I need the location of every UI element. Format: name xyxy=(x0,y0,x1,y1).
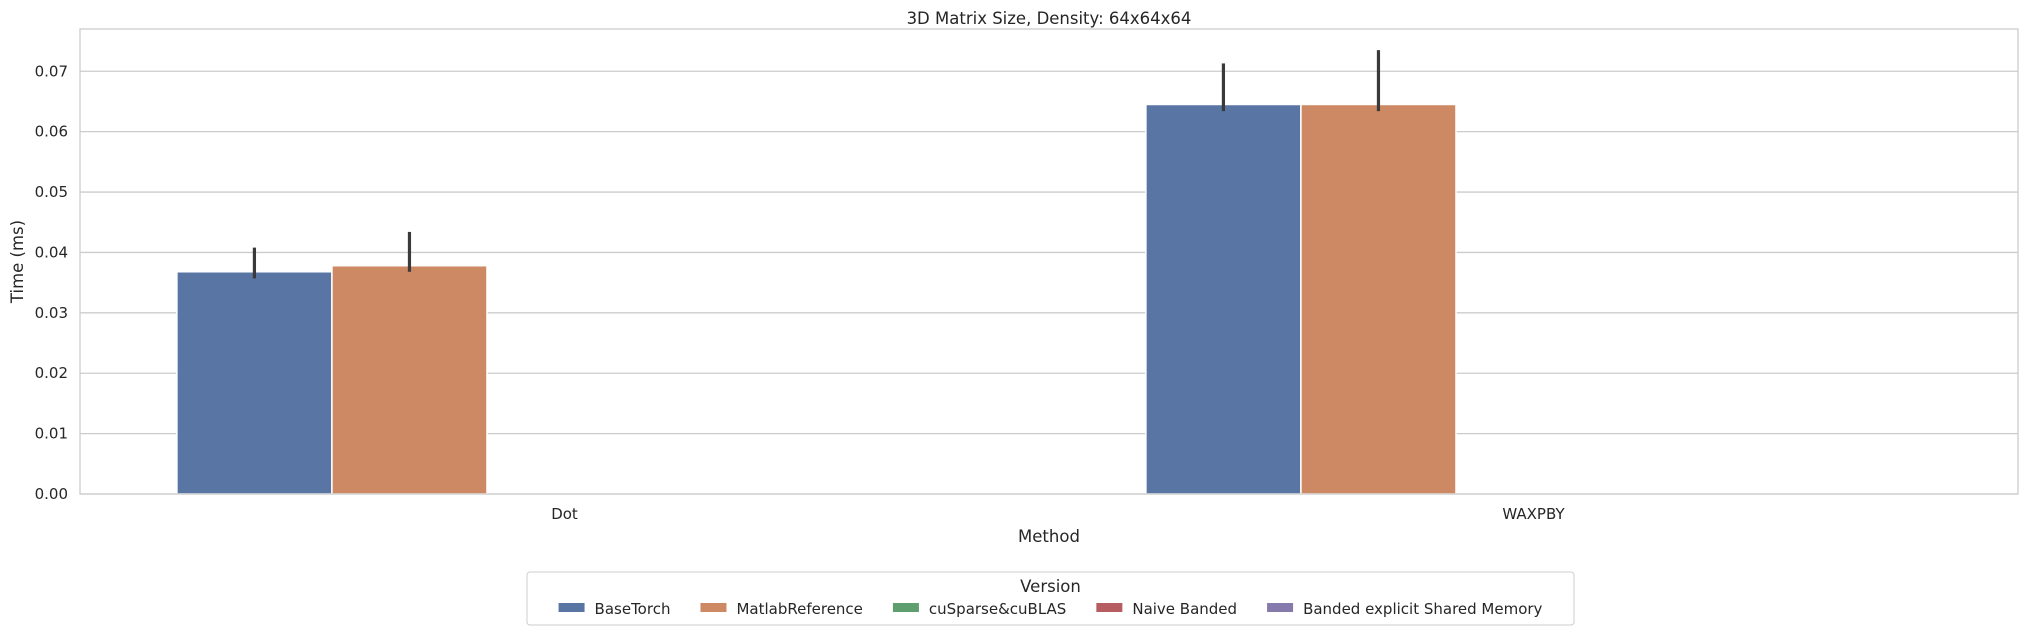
legend-label: Naive Banded xyxy=(1132,600,1237,618)
y-axis-title: Time (ms) xyxy=(8,220,27,304)
legend-box xyxy=(526,571,1575,626)
y-ticks: 0.00 0.01 0.02 0.03 0.04 0.05 0.06 0.07 xyxy=(35,62,68,503)
bar xyxy=(1145,103,1302,495)
y-tick-label: 0.05 xyxy=(35,183,68,201)
error-bars xyxy=(252,50,1381,279)
y-tick-label: 0.02 xyxy=(35,364,68,382)
bar xyxy=(331,264,488,495)
bar xyxy=(176,271,333,495)
x-ticks: Dot WAXPBY xyxy=(551,505,1565,523)
legend-label: Banded explicit Shared Memory xyxy=(1303,600,1542,618)
y-tick-label: 0.06 xyxy=(35,123,68,141)
legend-swatch xyxy=(1096,603,1123,612)
x-tick-label: WAXPBY xyxy=(1502,505,1565,523)
legend: Version BaseTorch MatlabReference cuSparse… xyxy=(526,571,1575,626)
y-tick-label: 0.07 xyxy=(35,62,68,80)
legend-label: MatlabReference xyxy=(736,600,862,618)
legend-swatch xyxy=(1267,603,1294,612)
chart-title: 3D Matrix Size, Density: 64x64x64 xyxy=(907,9,1192,28)
legend-items: BaseTorch MatlabReference cuSparse&cuBLAS N… xyxy=(558,600,1543,618)
legend-swatch xyxy=(892,603,919,612)
y-tick-label: 0.01 xyxy=(35,425,68,443)
legend-label: BaseTorch xyxy=(595,600,671,618)
legend-title: Version xyxy=(1020,577,1081,596)
legend-swatch xyxy=(700,603,727,612)
bar xyxy=(1300,103,1457,495)
x-axis-title: Method xyxy=(1018,527,1080,546)
y-tick-label: 0.04 xyxy=(35,243,68,261)
y-tick-label: 0.00 xyxy=(35,485,68,503)
y-tick-label: 0.03 xyxy=(35,304,68,322)
legend-label: cuSparse&cuBLAS xyxy=(929,600,1066,618)
plot-frame xyxy=(79,28,2019,495)
x-tick-label: Dot xyxy=(551,505,578,523)
bars xyxy=(176,103,1457,495)
legend-swatch xyxy=(558,603,585,612)
